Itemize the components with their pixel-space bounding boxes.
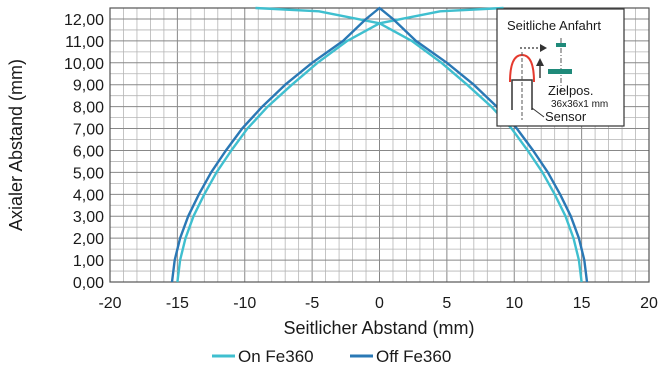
y-tick-label: 10,00 xyxy=(64,56,104,73)
x-tick-label: -5 xyxy=(305,295,319,312)
y-tick-label: 4,00 xyxy=(73,187,104,204)
inset-target-plate xyxy=(548,69,572,74)
y-tick-label: 2,00 xyxy=(73,231,104,248)
inset-sensor-pointer xyxy=(531,107,545,118)
inset-sensor-label: Sensor xyxy=(545,109,587,124)
inset-diagram: Seitliche Anfahrt Zielpos. 36x36x1 mm Se… xyxy=(496,8,625,127)
inset-target-size: 36x36x1 mm xyxy=(551,99,608,110)
x-tick-label: 5 xyxy=(442,295,451,312)
series-line-1 xyxy=(170,6,589,283)
inset-title: Seitliche Anfahrt xyxy=(507,18,601,33)
y-tick-label: 11,00 xyxy=(65,34,104,51)
y-tick-label: 6,00 xyxy=(73,143,104,160)
x-tick-label: 20 xyxy=(640,295,658,312)
x-tick-label: 0 xyxy=(375,295,384,312)
grid xyxy=(109,7,650,283)
series-line-0-upper xyxy=(255,6,504,25)
y-tick-label: 5,00 xyxy=(73,165,104,182)
y-tick-label: 9,00 xyxy=(73,78,104,95)
legend-label-on: On Fe360 xyxy=(238,347,314,366)
inset-approach-arrowhead xyxy=(540,44,547,52)
legend: On Fe360 Off Fe360 xyxy=(212,347,451,366)
y-tick-label: 12,00 xyxy=(64,12,104,29)
y-tick-label: 0,00 xyxy=(73,275,104,292)
inset-box xyxy=(496,8,625,127)
x-tick-label: 15 xyxy=(573,295,591,312)
y-tick-labels: 0,00 1,00 2,00 3,00 4,00 5,00 6,00 7,00 8,00 9,00… xyxy=(64,12,104,292)
x-tick-labels: -20 -15 -10 -5 0 5 10 15 20 xyxy=(98,295,658,312)
series-lines xyxy=(170,6,589,283)
x-tick-label: -10 xyxy=(233,295,256,312)
x-tick-label: 10 xyxy=(505,295,523,312)
legend-label-off: Off Fe360 xyxy=(376,347,451,366)
y-tick-label: 3,00 xyxy=(73,209,104,226)
x-tick-label: -20 xyxy=(98,295,121,312)
inset-target-marker xyxy=(556,43,566,47)
y-tick-label: 8,00 xyxy=(73,100,104,117)
y-tick-label: 1,00 xyxy=(73,253,104,270)
x-axis-label: Seitlicher Abstand (mm) xyxy=(283,318,474,338)
y-axis-label: Axialer Abstand (mm) xyxy=(6,59,26,231)
x-tick-label: -15 xyxy=(166,295,189,312)
y-tick-label: 7,00 xyxy=(73,122,104,139)
inset-up-arrowhead xyxy=(536,58,544,66)
inset-target-label: Zielpos. xyxy=(548,83,594,98)
